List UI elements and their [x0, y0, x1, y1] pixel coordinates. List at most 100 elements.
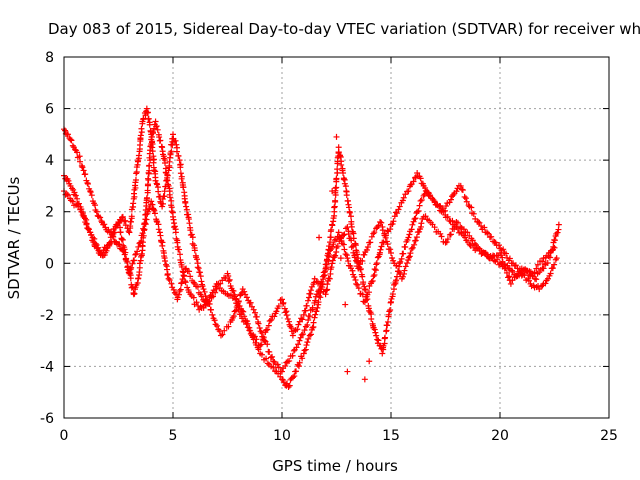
- data-point: [333, 133, 340, 140]
- data-point: [402, 244, 409, 251]
- data-point: [389, 255, 396, 262]
- data-point: [335, 149, 342, 156]
- data-point: [350, 249, 357, 256]
- data-point: [352, 277, 359, 284]
- data-point: [351, 274, 358, 281]
- data-point: [395, 206, 402, 213]
- data-point: [164, 270, 171, 277]
- data-point: [275, 303, 282, 310]
- data-point: [274, 361, 281, 368]
- data-point: [332, 198, 339, 205]
- data-point: [221, 327, 228, 334]
- data-point: [406, 253, 413, 260]
- data-point: [502, 265, 509, 272]
- data-point: [476, 219, 483, 226]
- data-point: [400, 194, 407, 201]
- data-point: [286, 357, 293, 364]
- data-point: [492, 239, 499, 246]
- data-point: [68, 137, 75, 144]
- data-point: [101, 221, 108, 228]
- data-point: [483, 229, 490, 236]
- y-tick-label: -6: [40, 411, 54, 427]
- data-point: [402, 263, 409, 270]
- data-point: [135, 152, 142, 159]
- data-point: [463, 198, 470, 205]
- data-point: [551, 261, 558, 268]
- data-point: [177, 286, 184, 293]
- data-point: [247, 299, 254, 306]
- data-point: [65, 192, 72, 199]
- data-point: [154, 181, 161, 188]
- data-point: [384, 241, 391, 248]
- data-point: [396, 203, 403, 210]
- data-point: [329, 221, 336, 228]
- x-tick-label: 5: [169, 428, 178, 444]
- data-point: [416, 228, 423, 235]
- data-point: [231, 308, 238, 315]
- data-point: [447, 231, 454, 238]
- data-point: [230, 313, 237, 320]
- data-point: [416, 202, 423, 209]
- data-point: [361, 376, 368, 383]
- data-point: [280, 379, 287, 386]
- data-point: [438, 233, 445, 240]
- data-point: [406, 231, 413, 238]
- data-point: [198, 278, 205, 285]
- data-point: [243, 294, 250, 301]
- data-point: [225, 323, 232, 330]
- data-point: [323, 287, 330, 294]
- data-point: [177, 251, 184, 258]
- data-point: [291, 373, 298, 380]
- data-point: [408, 226, 415, 233]
- data-point: [313, 291, 320, 298]
- data-point: [389, 291, 396, 298]
- data-point: [271, 313, 278, 320]
- data-point: [164, 172, 171, 179]
- data-point: [324, 281, 331, 288]
- data-point: [328, 226, 335, 233]
- data-point: [159, 242, 166, 249]
- data-point: [344, 368, 351, 375]
- data-point: [462, 195, 469, 202]
- data-point: [373, 261, 380, 268]
- data-point: [168, 148, 175, 155]
- data-point: [283, 312, 290, 319]
- data-point: [234, 302, 241, 309]
- data-point: [540, 265, 547, 272]
- data-point: [321, 268, 328, 275]
- data-point: [379, 227, 386, 234]
- data-point: [306, 332, 313, 339]
- data-point: [374, 254, 381, 261]
- data-point: [322, 291, 329, 298]
- x-axis-label: GPS time / hours: [272, 457, 398, 475]
- data-point: [103, 247, 110, 254]
- data-point: [344, 198, 351, 205]
- data-point: [381, 340, 388, 347]
- data-point: [198, 293, 205, 300]
- data-point: [372, 329, 379, 336]
- data-point: [300, 311, 307, 318]
- data-point: [142, 221, 149, 228]
- data-point: [123, 255, 130, 262]
- data-point: [405, 234, 412, 241]
- data-point: [555, 221, 562, 228]
- data-point: [370, 324, 377, 331]
- data-point: [332, 185, 339, 192]
- data-point: [135, 275, 142, 282]
- data-point: [371, 271, 378, 278]
- data-point: [371, 266, 378, 273]
- data-point: [388, 249, 394, 256]
- data-point: [533, 265, 540, 272]
- data-point: [273, 308, 280, 315]
- data-point: [307, 331, 314, 338]
- data-point: [444, 236, 451, 243]
- data-point: [63, 191, 70, 198]
- data-point: [377, 219, 384, 226]
- data-point: [539, 258, 546, 265]
- data-point: [444, 213, 451, 220]
- data-point: [368, 316, 375, 323]
- data-point: [314, 279, 321, 286]
- data-point: [132, 251, 139, 258]
- data-point: [172, 137, 179, 144]
- data-point: [157, 137, 164, 144]
